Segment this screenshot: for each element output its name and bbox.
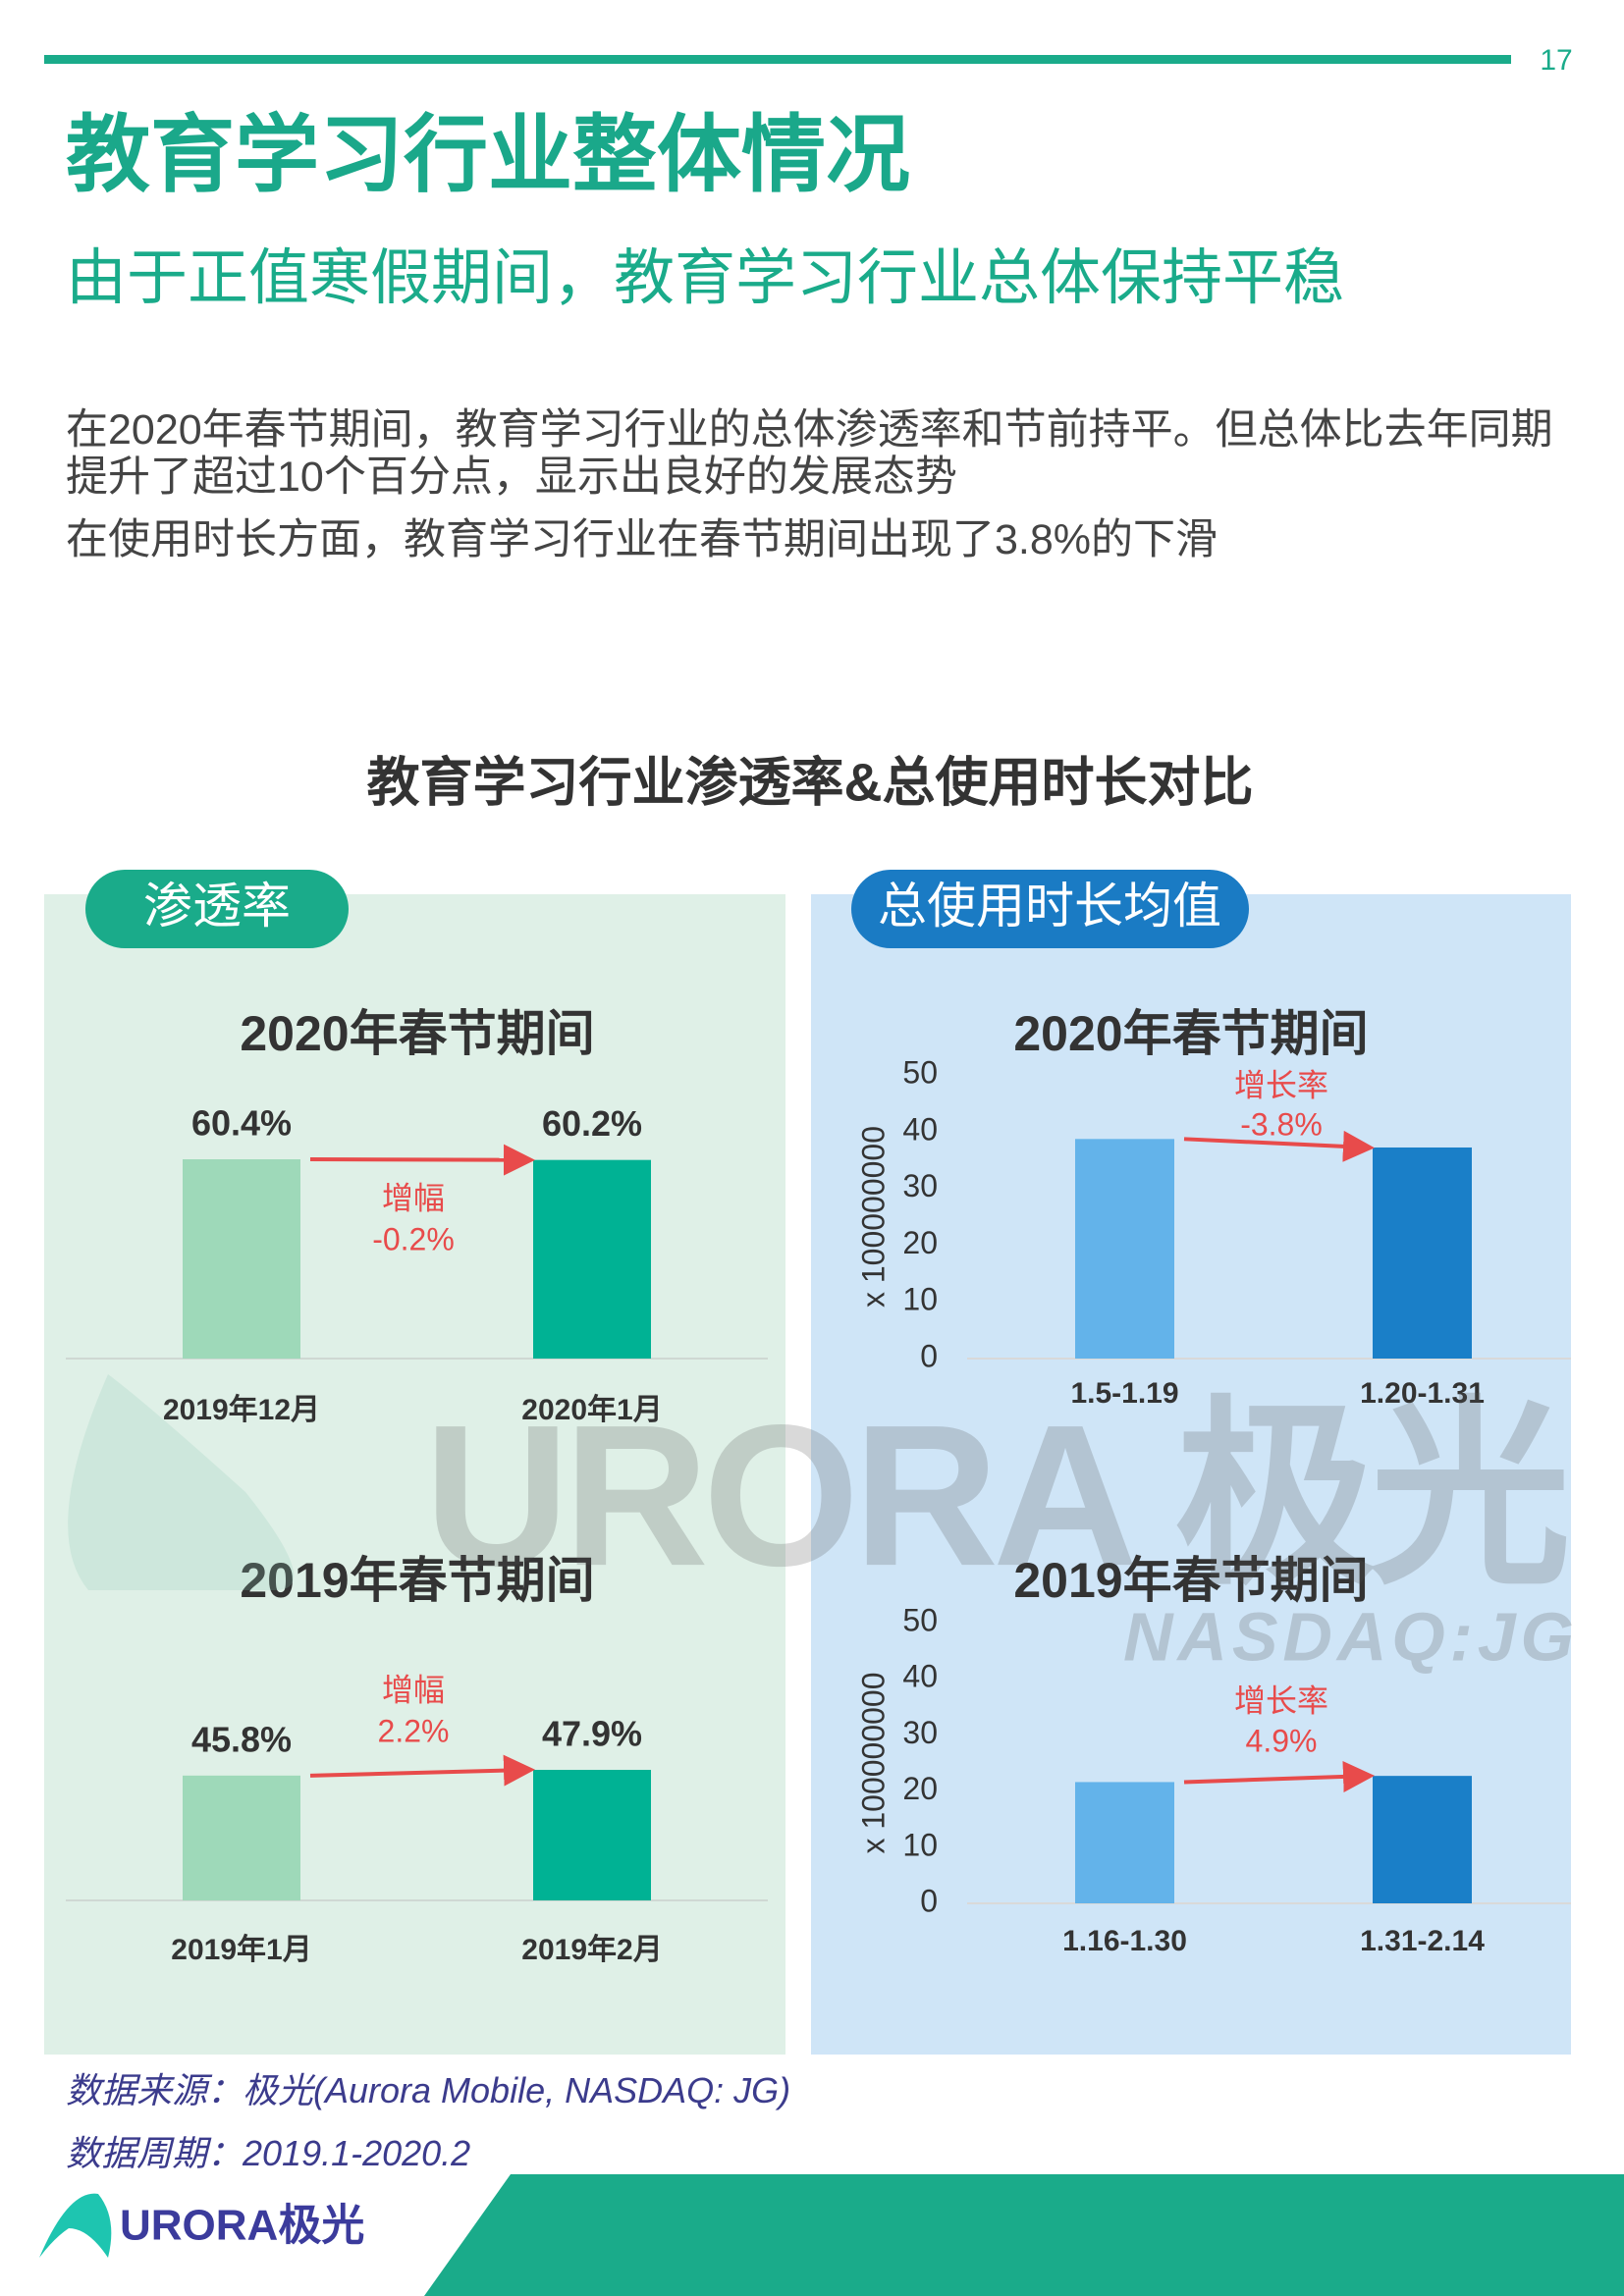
- x-tick-label: 1.16-1.30: [1062, 1925, 1187, 1957]
- watermark: URORA 极光 NASDAQ:JG: [68, 1374, 1574, 1675]
- value-label: 60.4%: [191, 1103, 292, 1144]
- y-tick-label: 40: [902, 1111, 938, 1147]
- paragraphs: 在2020年春节期间，教育学习行业的总体渗透率和节前持平。但总体比去年同期提升了…: [66, 406, 1583, 579]
- annotation: 2.2%: [378, 1713, 450, 1748]
- panel-label: 总使用时长均值: [878, 879, 1221, 934]
- bar: [1075, 1782, 1174, 1903]
- chart-title: 2020年春节期间: [1013, 1006, 1368, 1061]
- annotation: 增幅: [382, 1672, 445, 1707]
- bar: [533, 1770, 651, 1900]
- change-arrow: [309, 1754, 535, 1787]
- value-label: 60.2%: [542, 1103, 642, 1144]
- logo-icon: [39, 2193, 112, 2258]
- bar: [1075, 1139, 1174, 1359]
- panel-pill: [851, 870, 1249, 948]
- x-tick-label: 2020年1月: [521, 1394, 662, 1426]
- panel-pill: [85, 870, 349, 948]
- annotation: 增长率: [1234, 1682, 1328, 1718]
- value-label: 47.9%: [542, 1714, 642, 1754]
- annotation: -0.2%: [372, 1221, 455, 1256]
- sources: 数据来源：极光(Aurora Mobile, NASDAQ: JG) 数据周期：…: [66, 2059, 790, 2185]
- paragraph: 在2020年春节期间，教育学习行业的总体渗透率和节前持平。但总体比去年同期提升了…: [66, 406, 1553, 501]
- watermark-text: NASDAQ:JG: [1123, 1598, 1574, 1675]
- x-tick-label: 1.20-1.31: [1360, 1377, 1485, 1410]
- bar: [183, 1775, 300, 1900]
- annotation: -3.8%: [1240, 1106, 1323, 1142]
- watermark-text: URORA 极光: [424, 1383, 1571, 1608]
- x-tick-label: 2019年2月: [521, 1934, 662, 1966]
- y-tick-label: 10: [902, 1282, 938, 1317]
- section-title: 教育学习行业渗透率&总使用时长对比: [367, 753, 1254, 812]
- y-axis-label: x 100000000: [855, 1672, 891, 1853]
- title: 教育学习行业整体情况: [66, 108, 910, 202]
- bar: [183, 1159, 300, 1359]
- bar: [533, 1159, 651, 1359]
- annotation: 4.9%: [1246, 1723, 1318, 1758]
- annotation: 增长率: [1234, 1067, 1328, 1102]
- y-axis-label: x 100000000: [855, 1126, 891, 1308]
- y-tick-label: 20: [902, 1225, 938, 1260]
- y-tick-label: 50: [902, 1054, 938, 1090]
- y-tick-label: 20: [902, 1771, 938, 1806]
- source-line: 数据周期：2019.1-2020.2: [66, 2133, 471, 2173]
- subtitle: 由于正值寒假期间，教育学习行业总体保持平稳: [66, 244, 1345, 312]
- panel-label: 渗透率: [143, 879, 291, 934]
- change-arrow: [1183, 1130, 1375, 1162]
- x-tick-label: 1.31-2.14: [1360, 1925, 1485, 1957]
- y-tick-label: 30: [902, 1168, 938, 1203]
- y-tick-label: 50: [902, 1602, 938, 1637]
- chart-title: 2019年春节期间: [1013, 1553, 1368, 1608]
- source-line: 数据来源：极光(Aurora Mobile, NASDAQ: JG): [66, 2070, 791, 2110]
- value-label: 45.8%: [191, 1719, 292, 1759]
- x-tick-label: 2019年1月: [171, 1934, 311, 1966]
- top-rule: [44, 55, 1511, 64]
- y-tick-label: 0: [920, 1883, 938, 1918]
- left-panel: [44, 894, 785, 2055]
- annotation: 增幅: [382, 1180, 445, 1215]
- logo: URORA极光: [120, 2202, 364, 2250]
- watermark-shape: [68, 1374, 295, 1590]
- chart-title: 2019年春节期间: [240, 1553, 594, 1608]
- y-tick-label: 40: [902, 1659, 938, 1694]
- page-number: 17: [1540, 44, 1572, 77]
- x-tick-label: 2019年12月: [163, 1394, 320, 1426]
- footer-band: [424, 2174, 1624, 2296]
- y-tick-label: 0: [920, 1338, 938, 1373]
- paragraph: 在使用时长方面，教育学习行业在春节期间出现了3.8%的下滑: [66, 516, 1218, 563]
- change-arrow: [1183, 1760, 1375, 1792]
- x-tick-label: 1.5-1.19: [1070, 1377, 1178, 1410]
- bar: [1373, 1147, 1472, 1359]
- y-tick-label: 30: [902, 1715, 938, 1750]
- bar: [1373, 1776, 1472, 1903]
- y-tick-label: 10: [902, 1827, 938, 1862]
- change-arrow: [309, 1144, 535, 1176]
- chart-title: 2020年春节期间: [240, 1006, 594, 1061]
